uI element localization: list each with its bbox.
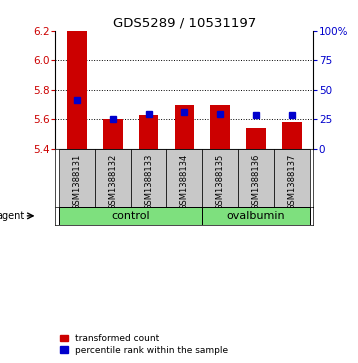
Bar	[246, 128, 266, 149]
Text: control: control	[111, 211, 150, 221]
Bar	[282, 122, 301, 149]
Bar	[174, 105, 194, 149]
Bar	[59, 207, 202, 225]
Text: GSM1388134: GSM1388134	[180, 154, 189, 210]
Text: agent: agent	[0, 211, 25, 221]
Bar	[131, 149, 166, 207]
Bar	[202, 207, 310, 225]
Bar	[95, 149, 131, 207]
Title: GDS5289 / 10531197: GDS5289 / 10531197	[113, 17, 256, 30]
Text: ovalbumin: ovalbumin	[227, 211, 285, 221]
Bar	[211, 105, 230, 149]
Legend: transformed count, percentile rank within the sample: transformed count, percentile rank withi…	[60, 334, 228, 355]
Bar	[274, 149, 310, 207]
Text: GSM1388131: GSM1388131	[72, 154, 82, 210]
Bar	[67, 29, 87, 149]
Text: GSM1388135: GSM1388135	[216, 154, 225, 210]
Bar	[202, 149, 238, 207]
Bar	[103, 119, 122, 149]
Text: GSM1388133: GSM1388133	[144, 154, 153, 210]
Bar	[238, 149, 274, 207]
Bar	[59, 149, 95, 207]
Text: GSM1388137: GSM1388137	[287, 154, 296, 210]
Bar	[166, 149, 202, 207]
Text: GSM1388136: GSM1388136	[251, 154, 261, 210]
Text: GSM1388132: GSM1388132	[108, 154, 117, 210]
Bar	[139, 115, 158, 149]
